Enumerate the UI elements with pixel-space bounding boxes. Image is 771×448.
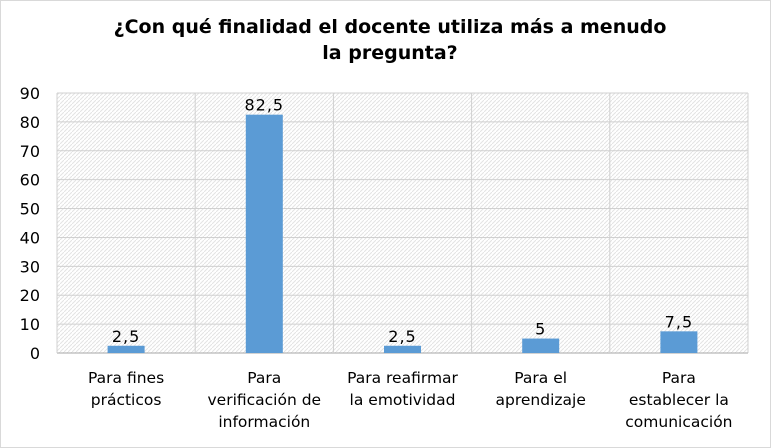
y-tick-label: 0 xyxy=(30,344,40,363)
bar xyxy=(107,345,145,353)
y-tick-label: 40 xyxy=(20,228,40,247)
x-category-label: Para verificación de información xyxy=(207,369,322,431)
y-tick-label: 80 xyxy=(20,113,40,132)
y-tick-label: 60 xyxy=(20,171,40,190)
y-tick-label: 90 xyxy=(20,84,40,103)
x-category-label: Para reafirmar la emotividad xyxy=(347,369,458,409)
y-tick-label: 70 xyxy=(20,142,40,161)
x-category-label: Para fines prácticos xyxy=(88,369,165,409)
bar-data-label: 82,5 xyxy=(244,96,284,115)
plot-area xyxy=(57,93,748,353)
x-category-label: Para establecer la comunicación xyxy=(625,369,733,431)
bar-data-label: 5 xyxy=(535,320,546,339)
y-tick-label: 10 xyxy=(20,315,40,334)
bar-data-label: 7,5 xyxy=(665,312,693,331)
y-tick-label: 50 xyxy=(20,200,40,219)
bar xyxy=(522,338,560,353)
y-tick-label: 30 xyxy=(20,257,40,276)
bar-data-label: 2,5 xyxy=(388,327,416,346)
bar-data-label: 2,5 xyxy=(112,327,140,346)
chart-title: ¿Con qué finalidad el docente utiliza má… xyxy=(113,16,667,64)
y-tick-label: 20 xyxy=(20,286,40,305)
bar xyxy=(384,345,421,353)
bar xyxy=(660,331,698,353)
bar xyxy=(245,114,283,354)
x-category-label: Para el aprendizaje xyxy=(495,369,586,409)
